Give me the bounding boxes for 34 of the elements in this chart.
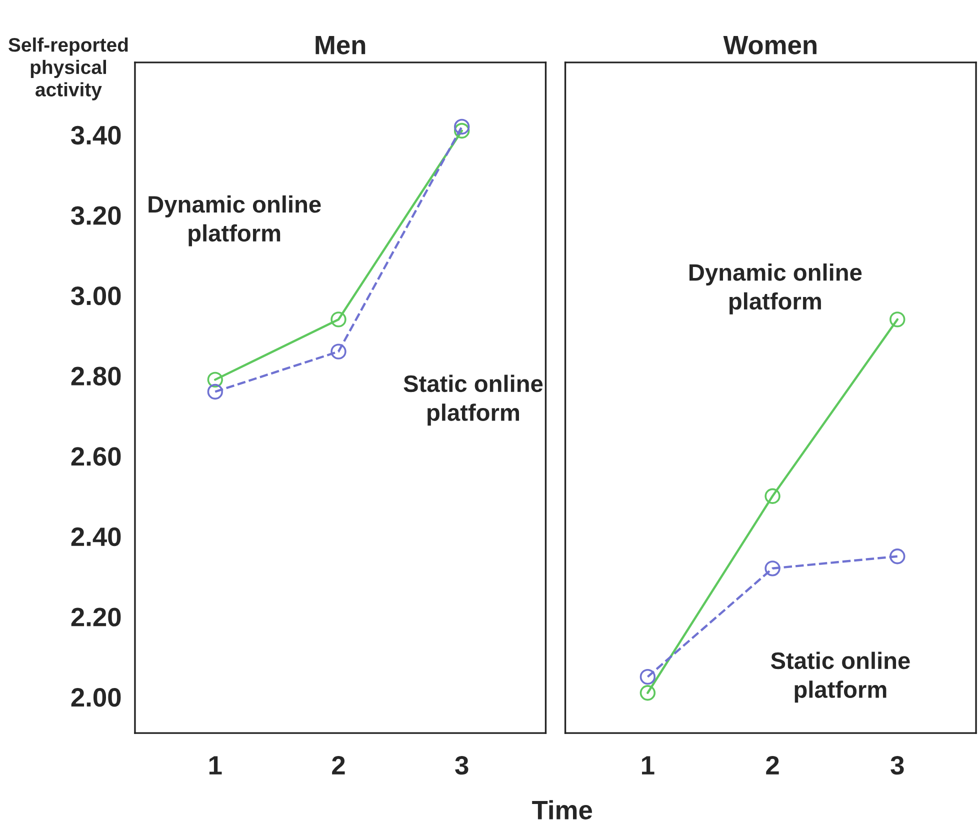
x-tick-label: 2	[332, 756, 345, 774]
point	[890, 312, 906, 328]
series-label: Dynamic online platform	[690, 263, 862, 314]
point	[330, 344, 346, 360]
y-tick-label: 3.40	[71, 126, 121, 145]
point	[764, 488, 780, 504]
text: Static online platform	[770, 652, 910, 703]
point	[207, 372, 223, 388]
point	[640, 685, 656, 701]
text: Static online platform	[404, 374, 543, 426]
y-tick-label: 3.20	[71, 206, 121, 225]
text: Dynamic online platform	[148, 195, 321, 246]
y-axis-title: Self-reported physical activity	[8, 37, 128, 100]
y-tick-label: 2.00	[71, 688, 121, 707]
y-tick-label: 3.00	[71, 286, 121, 306]
x-tick-label: 1	[209, 756, 222, 774]
point	[640, 668, 656, 685]
y-tick-label: 2.60	[71, 447, 121, 466]
point	[454, 122, 470, 139]
y-tick-label: 2.40	[71, 527, 121, 546]
chart-title: Men	[316, 36, 366, 54]
x-tick-label: 1	[642, 756, 654, 774]
y-tick-label: 2.80	[71, 366, 121, 386]
x-tick-label: 3	[890, 756, 904, 775]
x-tick-label: 2	[766, 756, 779, 774]
y-tick-label: 2.20	[71, 608, 121, 626]
point	[207, 384, 223, 400]
x-axis-title: Time	[532, 800, 592, 820]
point	[454, 118, 470, 135]
point	[890, 548, 906, 564]
x-tick-label: 3	[455, 756, 468, 775]
chart-title: Women	[723, 36, 816, 54]
point	[330, 312, 346, 328]
point	[764, 560, 780, 576]
